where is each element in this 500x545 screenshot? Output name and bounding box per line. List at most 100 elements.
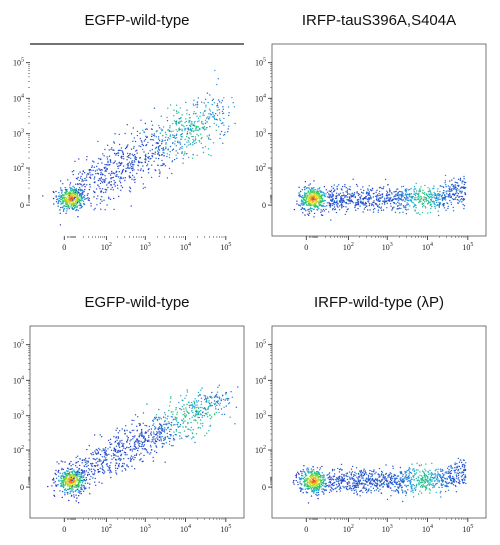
data-point bbox=[79, 492, 81, 494]
data-point bbox=[168, 156, 171, 159]
data-point bbox=[148, 160, 150, 163]
data-point bbox=[346, 199, 348, 201]
data-point bbox=[175, 407, 177, 409]
data-point bbox=[104, 148, 106, 151]
data-point bbox=[141, 442, 144, 444]
data-point bbox=[449, 192, 451, 195]
data-point bbox=[67, 199, 69, 201]
data-point bbox=[345, 191, 347, 193]
data-point bbox=[386, 202, 388, 204]
data-point bbox=[316, 193, 318, 195]
data-point bbox=[362, 491, 364, 493]
data-point bbox=[140, 458, 142, 460]
data-point bbox=[169, 138, 171, 140]
data-point bbox=[134, 156, 137, 158]
data-point bbox=[164, 427, 166, 429]
data-point bbox=[406, 204, 408, 206]
data-point bbox=[230, 391, 232, 393]
data-point bbox=[114, 464, 117, 467]
data-point bbox=[455, 186, 457, 188]
data-point bbox=[68, 199, 71, 201]
data-point bbox=[443, 203, 446, 205]
data-point bbox=[302, 477, 304, 480]
data-point bbox=[209, 113, 212, 115]
data-point bbox=[78, 474, 80, 476]
data-point bbox=[148, 439, 150, 441]
data-point bbox=[441, 199, 444, 202]
data-point bbox=[163, 163, 165, 165]
data-point bbox=[400, 204, 402, 206]
data-point bbox=[388, 199, 391, 201]
data-point bbox=[58, 192, 60, 194]
data-point bbox=[300, 208, 302, 211]
data-point bbox=[131, 429, 133, 432]
data-point bbox=[92, 169, 94, 172]
data-point bbox=[82, 490, 85, 492]
data-point bbox=[93, 472, 96, 474]
data-point bbox=[351, 193, 353, 195]
data-point bbox=[365, 197, 367, 200]
data-point bbox=[105, 177, 107, 180]
data-point bbox=[86, 448, 88, 451]
data-point bbox=[64, 473, 67, 475]
data-point bbox=[126, 435, 128, 437]
data-point bbox=[397, 208, 399, 210]
data-point bbox=[311, 489, 314, 492]
data-point bbox=[328, 478, 331, 481]
data-point bbox=[457, 202, 459, 204]
data-point bbox=[126, 124, 128, 126]
data-point bbox=[82, 170, 85, 172]
data-point bbox=[330, 196, 332, 198]
data-point bbox=[200, 413, 202, 415]
data-point bbox=[362, 186, 364, 188]
data-point bbox=[186, 124, 188, 127]
data-point bbox=[314, 198, 317, 201]
data-point bbox=[460, 476, 463, 478]
data-point bbox=[65, 202, 67, 205]
data-point bbox=[114, 440, 117, 443]
data-point bbox=[166, 116, 168, 119]
data-point bbox=[182, 124, 184, 127]
data-point bbox=[73, 170, 75, 172]
data-point bbox=[131, 169, 134, 172]
data-point bbox=[304, 488, 306, 490]
data-point bbox=[390, 196, 392, 199]
data-point bbox=[186, 132, 189, 135]
data-point bbox=[169, 134, 171, 136]
data-point bbox=[212, 98, 214, 100]
data-point bbox=[369, 209, 371, 211]
data-point bbox=[460, 187, 462, 189]
data-point bbox=[75, 203, 78, 205]
data-point bbox=[295, 476, 297, 479]
data-point bbox=[128, 446, 130, 449]
data-point bbox=[299, 194, 301, 196]
data-point bbox=[67, 491, 69, 494]
data-point bbox=[77, 491, 80, 493]
data-point bbox=[195, 433, 198, 435]
data-point bbox=[164, 412, 166, 414]
data-point bbox=[331, 186, 333, 188]
data-point bbox=[124, 467, 126, 470]
data-point bbox=[195, 142, 197, 144]
data-point bbox=[64, 200, 67, 202]
data-point bbox=[383, 186, 385, 188]
data-point bbox=[103, 459, 105, 461]
data-point bbox=[186, 389, 188, 391]
data-point bbox=[162, 445, 164, 447]
data-point bbox=[173, 439, 176, 441]
data-point bbox=[335, 192, 338, 194]
data-point bbox=[133, 443, 136, 445]
data-point bbox=[133, 176, 135, 178]
data-point bbox=[161, 130, 163, 132]
data-point bbox=[192, 414, 195, 417]
data-point bbox=[425, 485, 428, 487]
data-point bbox=[102, 448, 104, 450]
y-tick-label: 102 bbox=[255, 163, 266, 173]
data-point bbox=[74, 193, 76, 195]
data-point bbox=[194, 441, 196, 444]
data-point bbox=[87, 464, 89, 467]
data-point bbox=[445, 199, 447, 201]
data-point bbox=[94, 469, 96, 472]
data-point bbox=[445, 209, 447, 211]
scatter-panel-4: IRFP-wild-type (λP)0 102 103 104 10501021031… bbox=[255, 294, 487, 534]
